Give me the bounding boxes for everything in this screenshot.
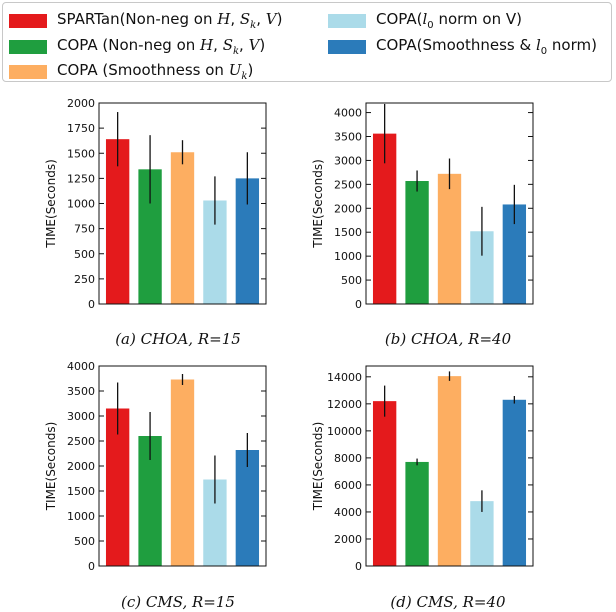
legend-label: COPA (Non-neg on H, Sk, V) xyxy=(57,36,266,57)
bar xyxy=(138,436,162,566)
legend-item-copa-l0: COPA(l0 norm on V) xyxy=(328,10,522,31)
bar xyxy=(405,181,429,304)
y-tick-label: 0 xyxy=(355,560,362,573)
chart-caption: (a) CHOA, R=15 xyxy=(115,330,241,348)
y-tick-label: 1000 xyxy=(67,510,95,523)
y-tick-label: 4000 xyxy=(334,107,362,120)
legend-item-copa-smooth-l0: COPA(Smoothness & l0 norm) xyxy=(328,36,597,57)
chart-panel-1: 0 250 500 750 1000 1250 1500 1750 2000 TIME(Secon… xyxy=(44,97,267,348)
y-tick-label: 250 xyxy=(74,273,95,286)
y-tick-label: 2500 xyxy=(67,435,95,448)
plot-frame xyxy=(365,365,534,567)
y-tick-label: 1500 xyxy=(334,226,362,239)
y-tick-label: 1500 xyxy=(67,485,95,498)
plot-frame xyxy=(365,102,534,305)
bar xyxy=(437,376,462,566)
y-tick-label: 1000 xyxy=(334,250,362,263)
legend-label: COPA (Smoothness on Uk) xyxy=(57,61,254,82)
chart-caption: (d) CMS, R=40 xyxy=(390,593,506,611)
bar xyxy=(203,200,227,304)
bar xyxy=(502,204,527,304)
y-tick-label: 2000 xyxy=(334,533,362,546)
legend-swatch xyxy=(9,13,47,28)
bar xyxy=(405,461,429,566)
y-tick-label: 14000 xyxy=(327,371,362,384)
chart-panel-3: 0 500 1000 1500 2000 2500 3000 3500 4000 TIME(Sec… xyxy=(44,360,267,611)
bar xyxy=(502,399,527,566)
bar xyxy=(372,401,397,566)
y-tick-label: 4000 xyxy=(334,506,362,519)
y-tick-label: 500 xyxy=(74,535,95,548)
y-axis-label: TIME(Seconds) xyxy=(311,422,325,512)
y-tick-label: 1250 xyxy=(67,172,95,185)
y-tick-label: 8000 xyxy=(334,452,362,465)
y-tick-label: 0 xyxy=(88,298,95,311)
bar xyxy=(105,139,130,304)
legend-swatch xyxy=(9,64,47,79)
bar xyxy=(470,501,494,566)
y-tick-label: 0 xyxy=(355,298,362,311)
y-tick-label: 4000 xyxy=(67,360,95,373)
y-tick-label: 2000 xyxy=(67,460,95,473)
bar xyxy=(235,450,260,566)
bar xyxy=(235,178,260,304)
bar xyxy=(372,133,397,304)
legend-label: SPARTan(Non-neg on H, Sk, V) xyxy=(57,10,283,31)
y-tick-label: 500 xyxy=(74,248,95,261)
legend-item-spartan: SPARTan(Non-neg on H, Sk, V) xyxy=(9,10,282,31)
y-tick-label: 2000 xyxy=(67,97,95,110)
y-tick-label: 3500 xyxy=(334,131,362,144)
bar xyxy=(105,408,130,566)
bar xyxy=(170,152,195,304)
bar xyxy=(470,231,494,304)
y-tick-label: 3000 xyxy=(334,154,362,167)
legend-label: COPA(Smoothness & l0 norm) xyxy=(376,36,597,57)
y-axis-label: TIME(Seconds) xyxy=(311,159,325,249)
y-tick-label: 3500 xyxy=(67,385,95,398)
y-tick-label: 10000 xyxy=(327,425,362,438)
legend-label: COPA(l0 norm on V) xyxy=(376,10,522,31)
chart-panel-2: 0 500 1000 1500 2000 2500 3000 3500 4000 TIME(Sec… xyxy=(311,102,534,348)
y-tick-label: 750 xyxy=(74,223,95,236)
y-tick-label: 500 xyxy=(341,274,362,287)
bar xyxy=(437,173,462,304)
y-tick-label: 3000 xyxy=(67,410,95,423)
legend-swatch xyxy=(328,39,366,54)
y-axis-label: TIME(Seconds) xyxy=(44,159,58,249)
legend-swatch xyxy=(9,39,47,54)
y-tick-label: 2000 xyxy=(334,202,362,215)
legend-swatch xyxy=(328,13,366,28)
legend-item-copa-nonneg: COPA (Non-neg on H, Sk, V) xyxy=(9,36,265,57)
y-tick-label: 1500 xyxy=(67,147,95,160)
bar xyxy=(203,479,227,566)
bar xyxy=(170,379,195,566)
chart-panel-4: 0 2000 4000 6000 8000 10000 12000 14000 TIME(Sec… xyxy=(311,365,534,611)
y-tick-label: 6000 xyxy=(334,479,362,492)
y-axis-label: TIME(Seconds) xyxy=(44,422,58,512)
legend: SPARTan(Non-neg on H, Sk, V) COPA (Non-n… xyxy=(2,2,612,82)
y-tick-label: 2500 xyxy=(334,178,362,191)
y-tick-label: 12000 xyxy=(327,398,362,411)
y-tick-label: 1000 xyxy=(67,198,95,211)
chart-caption: (b) CHOA, R=40 xyxy=(385,330,512,348)
chart-caption: (c) CMS, R=15 xyxy=(121,593,235,611)
y-tick-label: 1750 xyxy=(67,122,95,135)
legend-item-copa-smooth: COPA (Smoothness on Uk) xyxy=(9,61,253,82)
bar xyxy=(138,169,162,304)
y-tick-label: 0 xyxy=(88,560,95,573)
